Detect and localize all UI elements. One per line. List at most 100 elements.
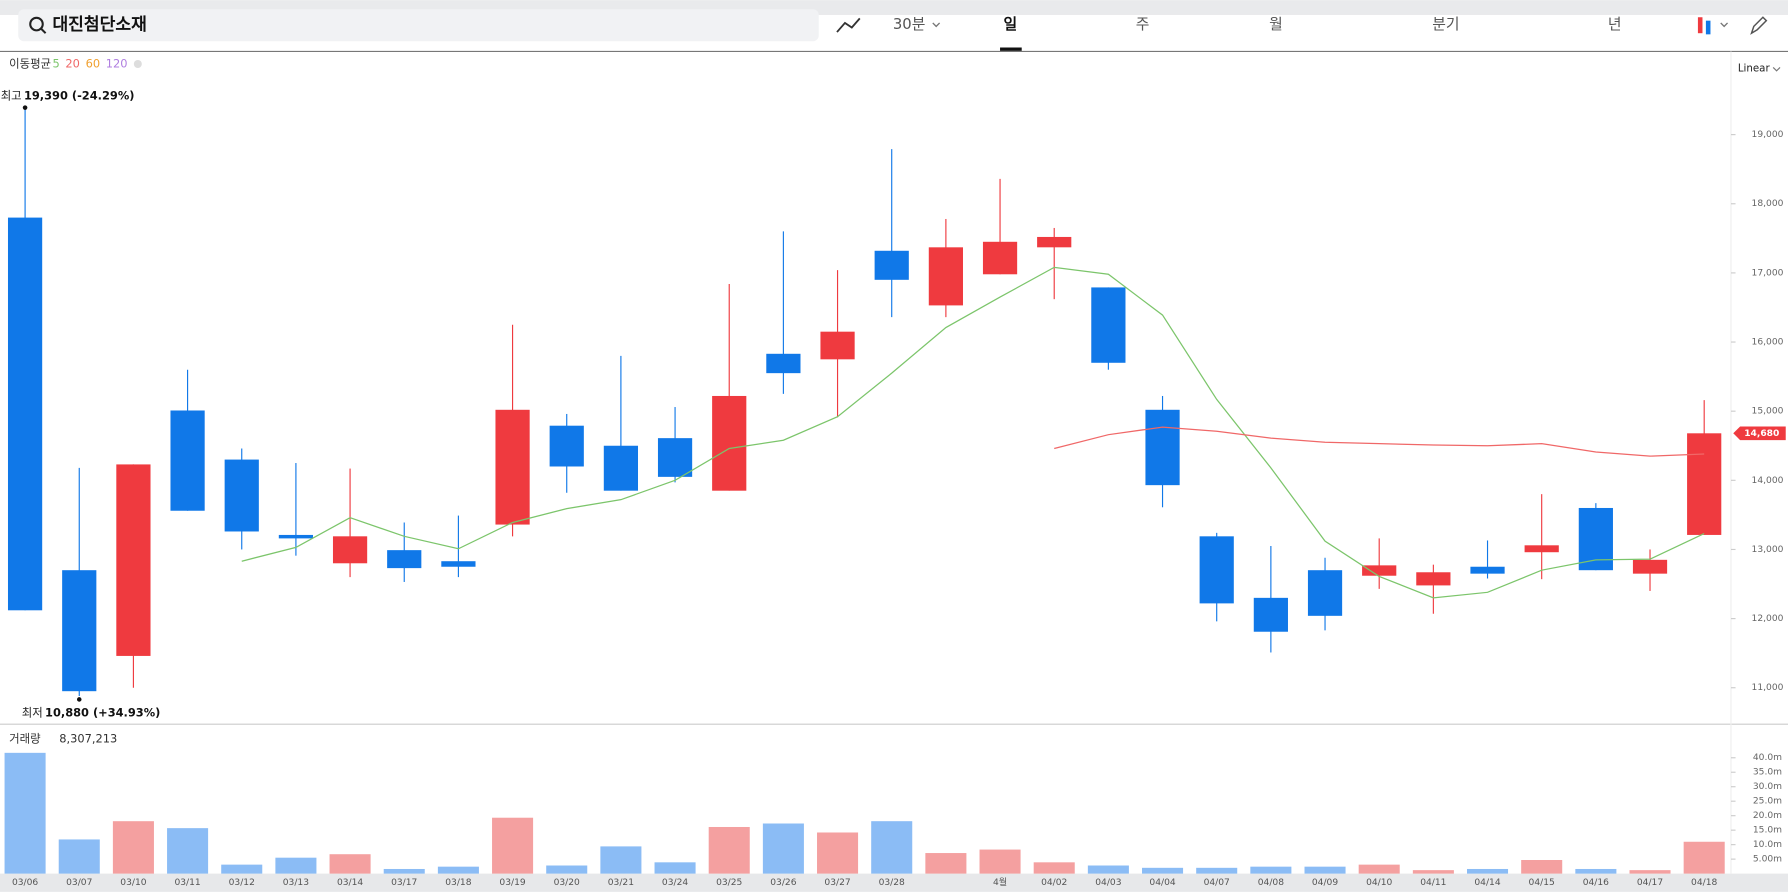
y-tick-label: 40.0m xyxy=(1753,753,1782,763)
candle-body xyxy=(1687,433,1722,535)
candle-body xyxy=(1632,559,1668,574)
search-box[interactable] xyxy=(18,9,819,42)
volume-bar xyxy=(1250,866,1292,874)
y-tick-label: 19,000 xyxy=(1752,130,1784,140)
volume-bar xyxy=(4,752,46,874)
x-tick-label: 04/10 xyxy=(1366,878,1392,888)
volume-bar xyxy=(1304,866,1346,874)
candle-body xyxy=(1145,409,1180,486)
x-tick-label: 04/09 xyxy=(1312,878,1338,888)
scale-mode[interactable]: Linear xyxy=(1738,63,1771,75)
x-tick-label: 03/19 xyxy=(499,878,525,888)
y-tick-label: 15,000 xyxy=(1752,407,1784,417)
candle-body xyxy=(1416,572,1451,586)
volume-bar xyxy=(1467,868,1509,874)
candle-body xyxy=(7,217,43,611)
candle-body xyxy=(766,353,801,374)
legend-entry: 20 xyxy=(65,56,80,70)
chart-type-icon[interactable] xyxy=(1705,20,1711,35)
period-tab[interactable]: 분기 xyxy=(1432,16,1459,33)
volume-bar xyxy=(546,865,588,874)
x-tick-label: 04/02 xyxy=(1041,878,1067,888)
y-tick-label: 14,000 xyxy=(1752,476,1784,486)
y-tick-label: 10.0m xyxy=(1753,840,1782,850)
candle-body xyxy=(1524,545,1559,553)
legend-entry: 60 xyxy=(86,56,101,70)
extreme-dot xyxy=(76,697,82,702)
extreme-value: 19,390 (-24.29%) xyxy=(24,89,135,103)
search-text[interactable]: 대진첨단소재 xyxy=(52,14,146,35)
search-icon xyxy=(29,16,44,32)
x-tick-label: 03/26 xyxy=(770,878,796,888)
candle-body xyxy=(1362,565,1397,576)
candle-body xyxy=(224,459,259,532)
volume-bar xyxy=(979,849,1021,874)
period-tab[interactable]: 년 xyxy=(1608,16,1622,33)
x-tick-label: 04/08 xyxy=(1258,878,1284,888)
x-tick-label: 03/27 xyxy=(824,878,850,888)
x-tick-label: 03/07 xyxy=(66,878,92,888)
y-tick-label: 15.0m xyxy=(1753,826,1782,836)
x-tick-label: 03/28 xyxy=(879,878,905,888)
y-tick-label: 5.00m xyxy=(1753,855,1782,865)
y-tick-label: 18,000 xyxy=(1752,199,1784,209)
y-tick-label: 13,000 xyxy=(1752,545,1784,555)
candle-body xyxy=(62,570,97,692)
candle-body xyxy=(928,247,963,306)
x-tick-label: 04/18 xyxy=(1691,878,1717,888)
volume-bar xyxy=(925,853,967,874)
chevron xyxy=(932,22,941,28)
volume-bar xyxy=(1196,867,1238,874)
volume-bar xyxy=(1142,867,1184,874)
candle-body xyxy=(1199,536,1234,604)
x-tick-label: 04/17 xyxy=(1637,878,1663,888)
x-tick-label: 04/03 xyxy=(1095,878,1121,888)
volume-total: 8,307,213 xyxy=(59,732,117,746)
extreme-label: 최저 xyxy=(22,706,43,720)
x-tick-label: 04/04 xyxy=(1149,878,1175,888)
volume-bar xyxy=(817,832,859,874)
candle-body xyxy=(1307,570,1343,616)
candle-body xyxy=(116,464,151,656)
interval-select[interactable]: 30분 xyxy=(893,16,925,33)
volume-bar xyxy=(221,864,263,874)
chart-type-icon[interactable] xyxy=(1697,17,1703,34)
x-tick-label: 03/24 xyxy=(662,878,688,888)
extreme-label: 최고 xyxy=(1,89,22,103)
x-tick-label: 03/25 xyxy=(716,878,742,888)
volume-bar xyxy=(1412,870,1454,874)
period-tab[interactable]: 월 xyxy=(1269,16,1283,33)
volume-bar xyxy=(492,817,534,874)
indicator-icon[interactable] xyxy=(836,17,861,33)
last-price-label: 14,680 xyxy=(1744,429,1779,439)
volume-bar xyxy=(112,821,154,874)
volume-bar xyxy=(437,866,479,874)
y-tick-label: 30.0m xyxy=(1753,782,1782,792)
candle-body xyxy=(712,395,747,491)
x-tick-label: 03/10 xyxy=(120,878,146,888)
period-tab[interactable]: 주 xyxy=(1136,16,1150,33)
legend-entry: 5 xyxy=(52,56,59,70)
y-tick-label: 17,000 xyxy=(1752,268,1784,278)
y-tick-label: 12,000 xyxy=(1752,614,1784,624)
volume-bar xyxy=(1087,865,1129,874)
candle-body xyxy=(1091,287,1126,363)
candle-body xyxy=(495,409,530,525)
x-tick-label: 04/14 xyxy=(1474,878,1500,888)
volume-bar xyxy=(167,828,209,874)
x-tick-label: 03/12 xyxy=(229,878,255,888)
draw-icon[interactable] xyxy=(1750,16,1768,35)
chevron xyxy=(1772,67,1781,72)
volume-bar xyxy=(1575,868,1617,874)
candle-body xyxy=(657,438,693,477)
candle-body xyxy=(387,550,422,569)
x-tick-label: 03/06 xyxy=(12,878,38,888)
candle-body xyxy=(170,410,205,511)
x-tick-label: 04/07 xyxy=(1204,878,1230,888)
y-tick-label: 16,000 xyxy=(1752,338,1784,348)
x-tick-label: 03/21 xyxy=(608,878,634,888)
period-tab[interactable]: 일 xyxy=(1003,16,1017,33)
legend-title: 이동평균 xyxy=(9,56,51,70)
